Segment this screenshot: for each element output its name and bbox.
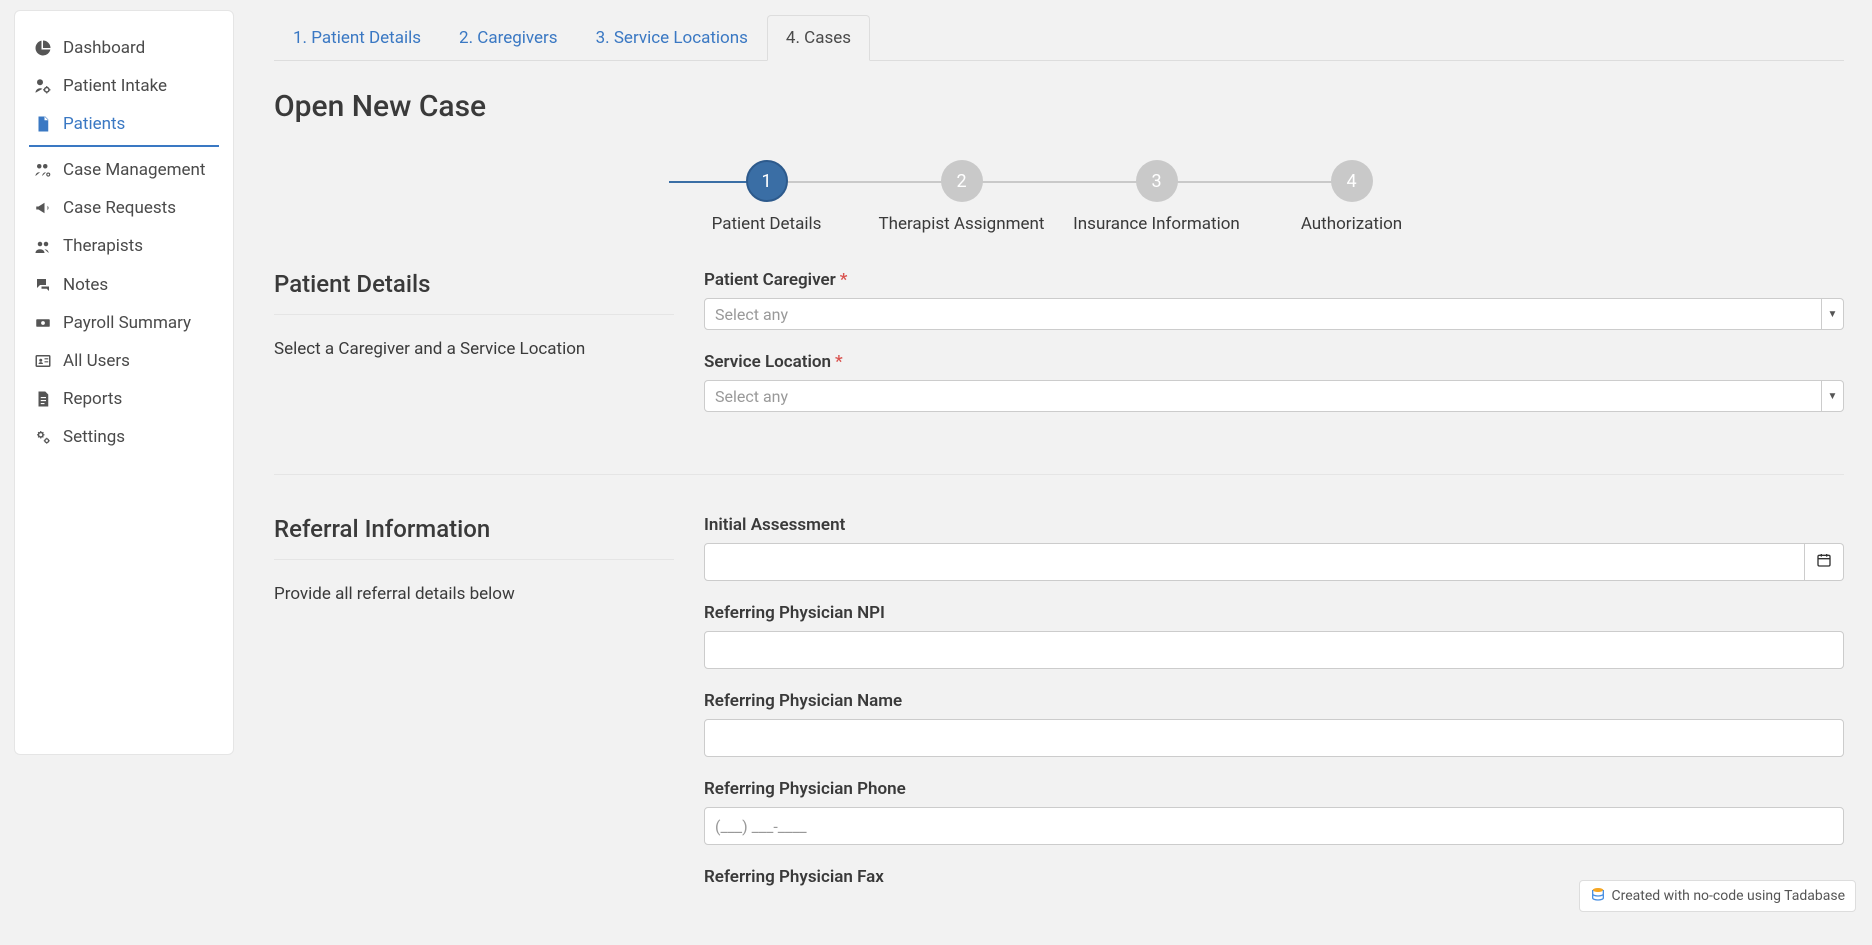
- form-area: Patient Details Select a Caregiver and a…: [274, 270, 1844, 935]
- step-patient-details[interactable]: 1 Patient Details: [669, 160, 864, 234]
- user-cog-icon: [33, 77, 53, 95]
- field-label: Referring Physician NPI: [704, 603, 1844, 623]
- field-physician-npi: Referring Physician NPI: [704, 603, 1844, 669]
- sidebar-item-case-requests[interactable]: Case Requests: [15, 189, 233, 227]
- tabs: 1. Patient Details 2. Caregivers 3. Serv…: [274, 14, 1844, 61]
- sidebar-item-label: Patients: [63, 113, 125, 135]
- sidebar-item-label: Therapists: [63, 235, 143, 257]
- step-label: Patient Details: [712, 214, 822, 234]
- section-title: Patient Details: [274, 270, 674, 315]
- label-text: Service Location: [704, 352, 831, 372]
- required-star-icon: *: [835, 352, 843, 372]
- section-patient-details: Patient Details Select a Caregiver and a…: [274, 270, 1844, 475]
- section-desc: Select a Caregiver and a Service Locatio…: [274, 339, 674, 359]
- users-cog-icon: [33, 161, 53, 179]
- grid-users-icon: [33, 352, 53, 370]
- sidebar-item-dashboard[interactable]: Dashboard: [15, 29, 233, 67]
- field-label: Patient Caregiver*: [704, 270, 1844, 290]
- sidebar-item-all-users[interactable]: All Users: [15, 342, 233, 380]
- file-icon: [33, 390, 53, 408]
- document-icon: [33, 115, 53, 133]
- users-icon: [33, 238, 53, 256]
- field-service-location: Service Location* Select any ▼: [704, 352, 1844, 412]
- gears-icon: [33, 428, 53, 446]
- sidebar-item-therapists[interactable]: Therapists: [15, 227, 233, 265]
- sidebar-item-notes[interactable]: Notes: [15, 266, 233, 304]
- step-circle: 4: [1331, 160, 1373, 202]
- chevron-down-icon: ▼: [1821, 381, 1843, 411]
- sidebar: Dashboard Patient Intake Patients Case M…: [14, 10, 234, 755]
- required-star-icon: *: [840, 270, 848, 290]
- step-insurance[interactable]: 3 Insurance Information: [1059, 160, 1254, 234]
- field-initial-assessment: Initial Assessment: [704, 515, 1844, 581]
- sidebar-item-label: Settings: [63, 426, 125, 448]
- section-referral: Referral Information Provide all referra…: [274, 515, 1844, 935]
- field-label: Service Location*: [704, 352, 1844, 372]
- bullhorn-icon: [33, 199, 53, 217]
- step-label: Authorization: [1301, 214, 1402, 234]
- sidebar-item-label: Patient Intake: [63, 75, 167, 97]
- chevron-down-icon: ▼: [1821, 299, 1843, 329]
- pie-chart-icon: [33, 39, 53, 57]
- badge-text: Created with no-code using Tadabase: [1612, 888, 1846, 904]
- tadabase-badge[interactable]: Created with no-code using Tadabase: [1579, 880, 1857, 912]
- tadabase-icon: [1590, 886, 1606, 906]
- tab-patient-details[interactable]: 1. Patient Details: [274, 15, 440, 61]
- sidebar-item-label: Case Requests: [63, 197, 176, 219]
- sidebar-item-label: Reports: [63, 388, 122, 410]
- caregiver-select[interactable]: Select any ▼: [704, 298, 1844, 330]
- tab-service-locations[interactable]: 3. Service Locations: [577, 15, 767, 61]
- app-root: Dashboard Patient Intake Patients Case M…: [0, 0, 1872, 945]
- section-title: Referral Information: [274, 515, 674, 560]
- sidebar-item-patients[interactable]: Patients: [29, 105, 219, 147]
- sidebar-item-label: All Users: [63, 350, 130, 372]
- section-desc: Provide all referral details below: [274, 584, 674, 604]
- step-authorization[interactable]: 4 Authorization: [1254, 160, 1449, 234]
- sidebar-item-label: Payroll Summary: [63, 312, 191, 334]
- sidebar-item-patient-intake[interactable]: Patient Intake: [15, 67, 233, 105]
- physician-name-input[interactable]: [704, 719, 1844, 757]
- physician-npi-input[interactable]: [704, 631, 1844, 669]
- sidebar-item-label: Notes: [63, 274, 108, 296]
- sidebar-item-reports[interactable]: Reports: [15, 380, 233, 418]
- chat-icon: [33, 276, 53, 294]
- main-content: 1. Patient Details 2. Caregivers 3. Serv…: [274, 10, 1872, 935]
- money-icon: [33, 314, 53, 332]
- sidebar-item-case-management[interactable]: Case Management: [15, 151, 233, 189]
- sidebar-item-label: Dashboard: [63, 37, 145, 59]
- sidebar-item-settings[interactable]: Settings: [15, 418, 233, 456]
- field-label: Initial Assessment: [704, 515, 1844, 535]
- select-placeholder: Select any: [705, 387, 1821, 406]
- calendar-icon: [1816, 552, 1832, 572]
- select-placeholder: Select any: [705, 305, 1821, 324]
- sidebar-item-label: Case Management: [63, 159, 205, 181]
- field-physician-name: Referring Physician Name: [704, 691, 1844, 757]
- service-location-select[interactable]: Select any ▼: [704, 380, 1844, 412]
- step-circle: 2: [941, 160, 983, 202]
- label-text: Patient Caregiver: [704, 270, 836, 290]
- step-circle: 3: [1136, 160, 1178, 202]
- field-label: Referring Physician Phone: [704, 779, 1844, 799]
- tab-cases[interactable]: 4. Cases: [767, 15, 870, 61]
- step-circle: 1: [746, 160, 788, 202]
- stepper: 1 Patient Details 2 Therapist Assignment…: [274, 160, 1844, 234]
- sidebar-item-payroll[interactable]: Payroll Summary: [15, 304, 233, 342]
- physician-phone-input[interactable]: [704, 807, 1844, 845]
- page-title: Open New Case: [274, 89, 1844, 124]
- step-label: Therapist Assignment: [878, 214, 1044, 234]
- field-label: Referring Physician Name: [704, 691, 1844, 711]
- calendar-button[interactable]: [1805, 543, 1844, 581]
- initial-assessment-input[interactable]: [704, 543, 1805, 581]
- field-physician-phone: Referring Physician Phone: [704, 779, 1844, 845]
- field-patient-caregiver: Patient Caregiver* Select any ▼: [704, 270, 1844, 330]
- step-therapist-assignment[interactable]: 2 Therapist Assignment: [864, 160, 1059, 234]
- tab-caregivers[interactable]: 2. Caregivers: [440, 15, 577, 61]
- step-label: Insurance Information: [1073, 214, 1240, 234]
